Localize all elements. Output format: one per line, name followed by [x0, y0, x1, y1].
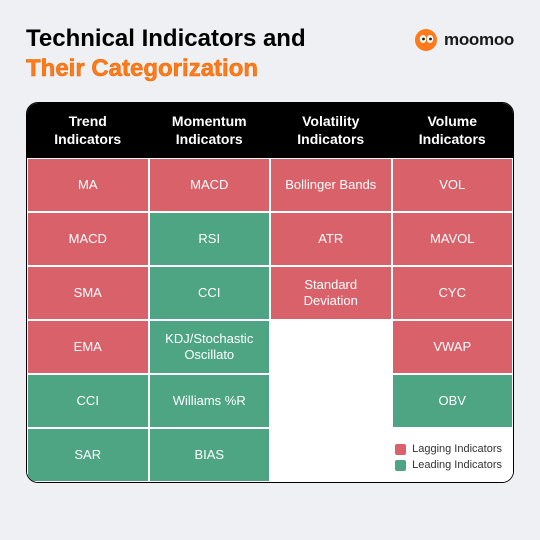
- column-header: MomentumIndicators: [149, 103, 271, 158]
- column-header: VolatilityIndicators: [270, 103, 392, 158]
- table-cell: SAR: [27, 428, 149, 482]
- table-cell: Williams %R: [149, 374, 271, 428]
- table-cell: SMA: [27, 266, 149, 320]
- table-row: EMAKDJ/Stochastic Oscillato VWAP: [27, 320, 513, 374]
- title-line-1: Technical Indicators and: [26, 25, 306, 52]
- legend-leading: Leading Indicators: [395, 459, 502, 471]
- table-cell: ATR: [270, 212, 392, 266]
- table-cell: CYC: [392, 266, 514, 320]
- table-row: CCIWilliams %R OBV: [27, 374, 513, 428]
- brand-logo-icon: [414, 28, 438, 52]
- page-container: Technical Indicators and Their Categoriz…: [0, 0, 540, 507]
- table-cell: [270, 374, 392, 428]
- column-header: TrendIndicators: [27, 103, 149, 158]
- table-cell: Standard Deviation: [270, 266, 392, 320]
- legend-label-lagging: Lagging Indicators: [412, 443, 502, 455]
- table-cell: [270, 320, 392, 374]
- page-title: Technical Indicators and Their Categoriz…: [26, 24, 306, 84]
- indicator-table: TrendIndicatorsMomentumIndicatorsVolatil…: [26, 102, 514, 483]
- table-cell: RSI: [149, 212, 271, 266]
- table-body: MAMACDBollinger BandsVOLMACDRSIATRMAVOLS…: [27, 158, 513, 482]
- table-container: TrendIndicatorsMomentumIndicatorsVolatil…: [26, 102, 514, 483]
- table-cell: EMA: [27, 320, 149, 374]
- table-row: MAMACDBollinger BandsVOL: [27, 158, 513, 212]
- table-cell: CCI: [149, 266, 271, 320]
- header: Technical Indicators and Their Categoriz…: [26, 24, 514, 84]
- table-cell: VOL: [392, 158, 514, 212]
- column-header: VolumeIndicators: [392, 103, 514, 158]
- table-cell: MACD: [149, 158, 271, 212]
- table-row: MACDRSIATRMAVOL: [27, 212, 513, 266]
- legend-swatch-lagging: [395, 444, 406, 455]
- brand-name: moomoo: [444, 30, 514, 50]
- legend-swatch-leading: [395, 460, 406, 471]
- legend-label-leading: Leading Indicators: [412, 459, 502, 471]
- table-cell: [270, 428, 392, 482]
- table-cell: MA: [27, 158, 149, 212]
- table-cell: MAVOL: [392, 212, 514, 266]
- table-cell: KDJ/Stochastic Oscillato: [149, 320, 271, 374]
- legend-lagging: Lagging Indicators: [395, 443, 502, 455]
- table-header: TrendIndicatorsMomentumIndicatorsVolatil…: [27, 103, 513, 158]
- table-cell: OBV: [392, 374, 514, 428]
- table-cell: VWAP: [392, 320, 514, 374]
- table-cell: BIAS: [149, 428, 271, 482]
- table-cell: Bollinger Bands: [270, 158, 392, 212]
- legend: Lagging Indicators Leading Indicators: [395, 443, 502, 471]
- title-line-2: Their Categorization: [26, 55, 258, 82]
- table-cell: MACD: [27, 212, 149, 266]
- brand: moomoo: [414, 28, 514, 52]
- table-cell: CCI: [27, 374, 149, 428]
- table-row: SMACCIStandard DeviationCYC: [27, 266, 513, 320]
